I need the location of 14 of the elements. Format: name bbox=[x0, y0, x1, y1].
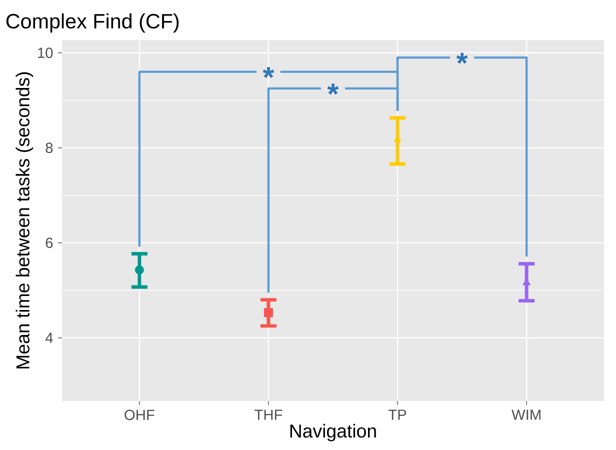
y-tick-label: 6 bbox=[46, 238, 53, 248]
x-tick-label: OHF bbox=[124, 410, 154, 420]
x-tick-label: THF bbox=[254, 410, 282, 420]
y-tick-label: 10 bbox=[38, 48, 53, 58]
x-tick-label: TP bbox=[388, 410, 406, 420]
chart-title: Complex Find (CF) bbox=[6, 13, 179, 33]
annotation: * bbox=[262, 67, 274, 78]
annotation: * bbox=[456, 52, 468, 64]
y-tick-label: 4 bbox=[45, 332, 53, 343]
x-axis-title: Navigation bbox=[290, 424, 376, 442]
y-tick-label: 8 bbox=[46, 142, 53, 154]
x-tick-label: WIM bbox=[512, 410, 540, 420]
annotation: * bbox=[327, 84, 339, 95]
y-axis-title: Mean time between tasks (seconds) bbox=[16, 72, 34, 368]
